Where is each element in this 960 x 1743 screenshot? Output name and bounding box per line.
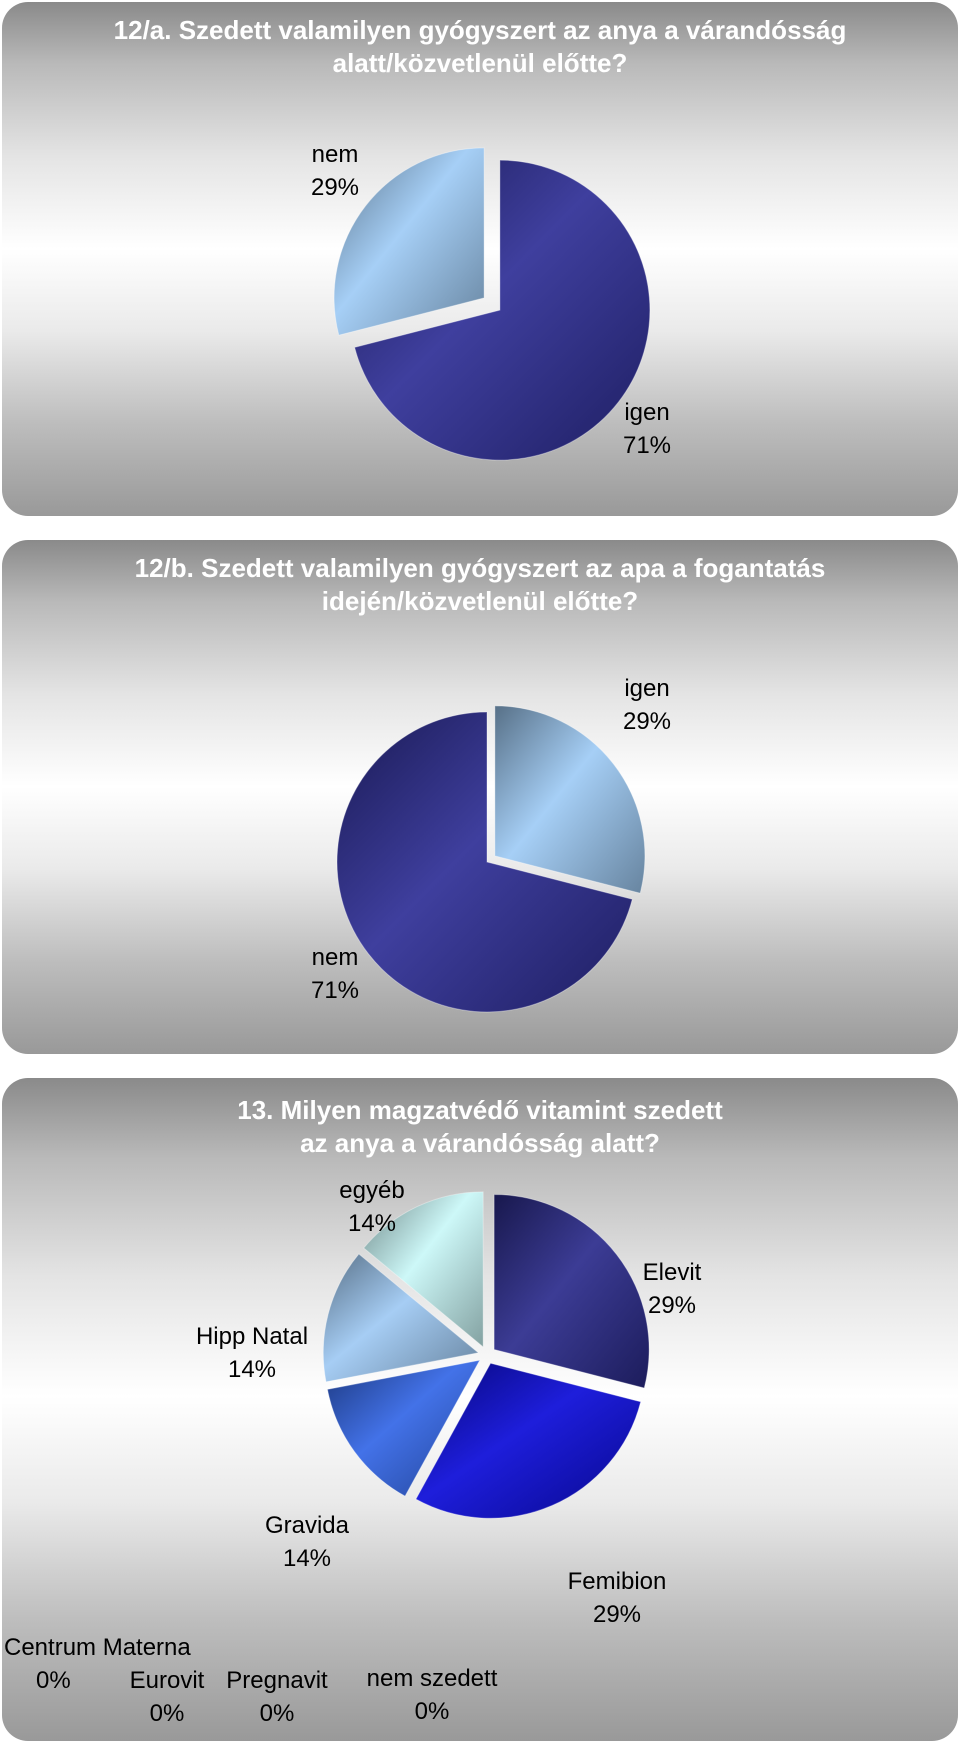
- pie-slice-igen: [354, 159, 651, 461]
- pie-slice-igen: [494, 705, 646, 894]
- pie-slice-hipp-natal: [322, 1253, 480, 1383]
- slice-label-eurovit: Eurovit 0%: [129, 1667, 205, 1727]
- chart-panel-12b: 12/b. Szedett valamilyen gyógyszert az a…: [2, 540, 958, 1054]
- pie-slice-nem: [333, 147, 485, 336]
- slice-label-pregnavit: Pregnavit 0%: [226, 1667, 328, 1727]
- chart-title: 13. Milyen magzatvédő vitamint szedett a…: [237, 1095, 723, 1158]
- slice-label-elevit: Elevit 29%: [642, 1259, 702, 1319]
- slice-label-centrum-materna: Centrum Materna 0%: [4, 1634, 191, 1694]
- slice-label-igen: igen 29%: [622, 675, 672, 735]
- pie-slice-egyéb: [363, 1191, 484, 1348]
- chart-title: 12/b. Szedett valamilyen gyógyszert az a…: [134, 553, 826, 616]
- slice-label-femibion: Femibion 29%: [567, 1568, 667, 1628]
- slice-label-igen: igen 71%: [622, 399, 672, 459]
- pie-slice-femibion: [415, 1362, 642, 1519]
- pie-slice-nem: [336, 711, 633, 1013]
- pie-slice-gravida: [326, 1359, 481, 1497]
- slice-label-nem-szedett: nem szedett 0%: [366, 1665, 498, 1725]
- slice-label-egyeb: egyéb 14%: [339, 1177, 405, 1237]
- pie-chart-13: [322, 1191, 650, 1519]
- slice-label-gravida: Gravida 14%: [264, 1512, 350, 1572]
- slice-label-nem: nem 71%: [310, 944, 360, 1004]
- chart-panel-12a: 12/a. Szedett valamilyen gyógyszert az a…: [2, 2, 958, 516]
- slice-label-nem: nem 29%: [310, 141, 360, 201]
- chart-title: 12/a. Szedett valamilyen gyógyszert az a…: [113, 15, 847, 78]
- slice-label-hipp-natal: Hipp Natal 14%: [195, 1323, 309, 1383]
- pie-chart-12a: [333, 147, 651, 461]
- pie-slice-elevit: [493, 1193, 650, 1389]
- chart-panel-13: 13. Milyen magzatvédő vitamint szedett a…: [2, 1078, 958, 1741]
- pie-chart-12b: [336, 705, 646, 1013]
